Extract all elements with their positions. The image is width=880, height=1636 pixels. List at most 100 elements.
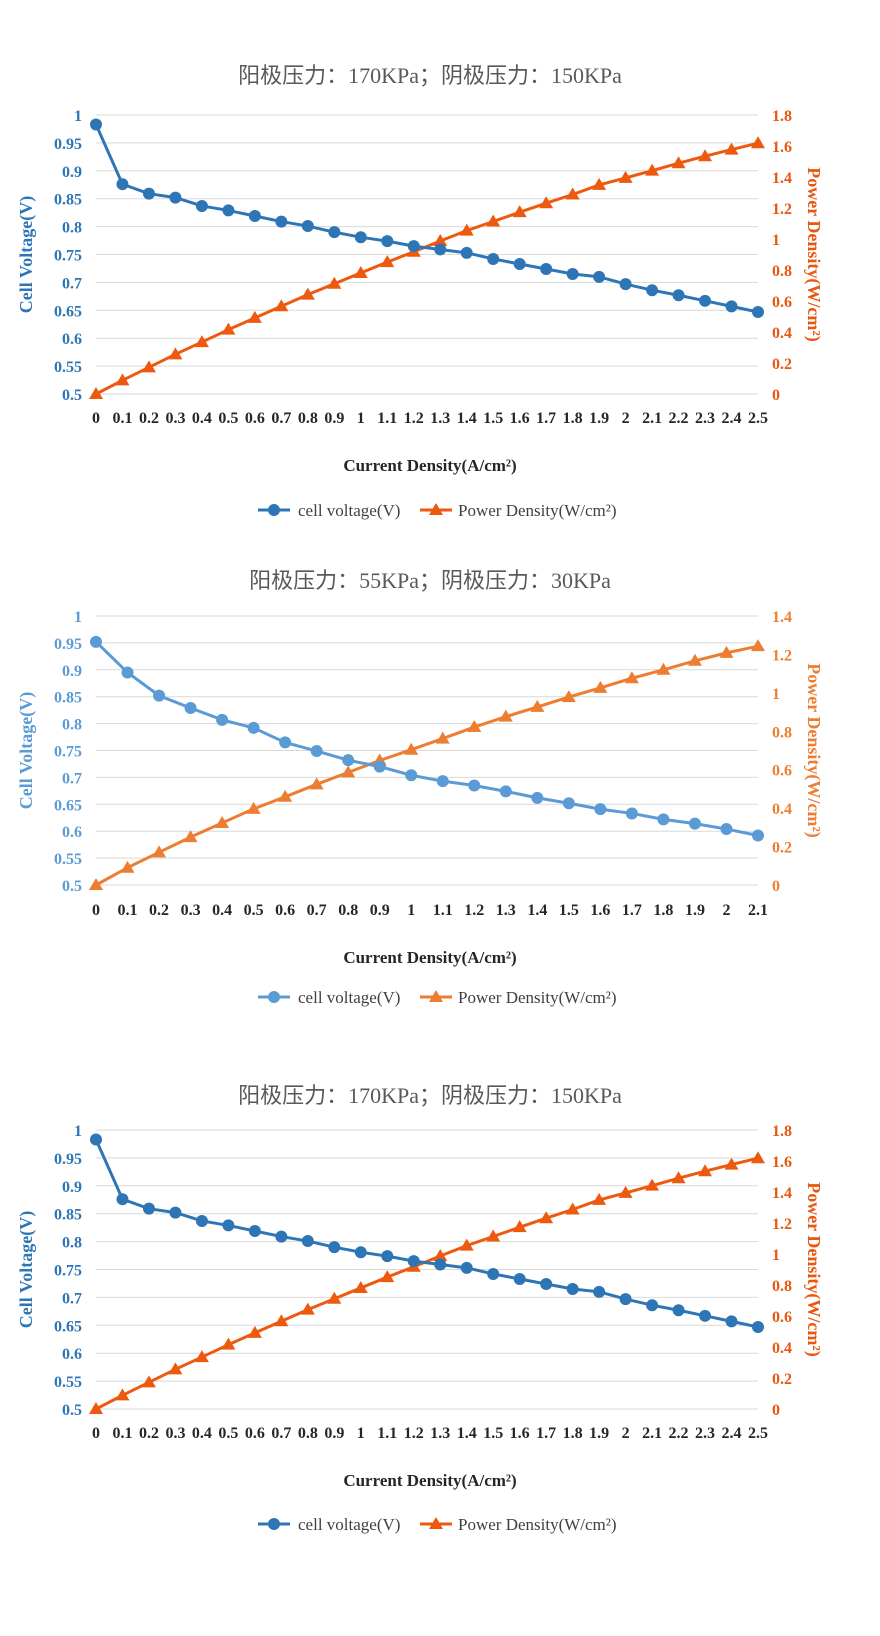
y-axis-label: Cell Voltage(V) bbox=[16, 196, 37, 313]
x-tick-label: 1.3 bbox=[430, 410, 450, 427]
power-density-point bbox=[300, 287, 315, 300]
y2-tick-label: 1.2 bbox=[772, 1216, 792, 1233]
power-density-point bbox=[565, 187, 580, 200]
x-tick-label: 1.4 bbox=[457, 1425, 477, 1442]
cell-voltage-point bbox=[153, 689, 166, 702]
cell-voltage-point bbox=[672, 1304, 685, 1317]
y2-tick-label: 1.2 bbox=[772, 647, 792, 664]
power-density-point bbox=[724, 142, 739, 155]
y-tick-label: 0.6 bbox=[62, 824, 82, 841]
x-tick-label: 0.6 bbox=[245, 1425, 265, 1442]
x-tick-label: 0.1 bbox=[112, 410, 132, 427]
y2-tick-label: 1.8 bbox=[772, 108, 792, 125]
x-axis-ticks: 0 0.1 0.2 0.3 0.4 0.5 0.6 0.7 0.8 0.9 1 1.1 1.2 1.3 1.… bbox=[92, 1425, 768, 1442]
x-tick-label: 0.9 bbox=[324, 1425, 344, 1442]
cell-voltage-point bbox=[594, 803, 607, 816]
x-tick-label: 0.5 bbox=[218, 1425, 238, 1442]
y2-tick-label: 1.2 bbox=[772, 201, 792, 218]
cell-voltage-point bbox=[373, 760, 386, 773]
chart-panel-3: 阳极压力：170KPa；阴极压力：150KPa 0.5 0.55 0.6 0.65 0.… bbox=[0, 1070, 880, 1636]
power-density-point bbox=[698, 149, 713, 162]
y-tick-label: 0.95 bbox=[54, 136, 82, 153]
cell-voltage-point bbox=[436, 775, 449, 788]
cell-voltage-point bbox=[248, 1224, 261, 1237]
y-tick-label: 0.7 bbox=[62, 770, 82, 787]
x-tick-label: 1.2 bbox=[404, 410, 424, 427]
power-density-point bbox=[120, 860, 135, 873]
y2-tick-label: 0.8 bbox=[772, 724, 792, 741]
chart-3-svg: 阳极压力：170KPa；阴极压力：150KPa 0.50.550.60.650.… bbox=[16, 1083, 824, 1534]
cell-voltage-point bbox=[90, 635, 102, 648]
cell-voltage-point bbox=[468, 779, 481, 792]
cell-voltage-point bbox=[540, 1278, 553, 1291]
legend: cell voltage(V) Power Density(W/cm²) bbox=[258, 988, 617, 1007]
x-tick-label: 1.7 bbox=[536, 410, 556, 427]
x-tick-label: 0.5 bbox=[244, 902, 264, 919]
power-density-point bbox=[404, 742, 419, 755]
chart-panel-1: 阳极压力：170KPa；阴极压力：150KPa 0.5 0.55 0.6 0.65 0.… bbox=[0, 0, 880, 545]
power-density-point bbox=[435, 731, 450, 744]
y-tick-label: 0.85 bbox=[54, 1207, 82, 1224]
x-axis-label: Current Density(A/cm²) bbox=[343, 948, 516, 967]
cell-voltage-point bbox=[301, 220, 314, 233]
legend-voltage-marker bbox=[268, 1518, 280, 1530]
power-density-point bbox=[433, 1249, 448, 1262]
power-density-point bbox=[168, 1362, 183, 1375]
power-density-point bbox=[592, 1192, 607, 1205]
power-density-point bbox=[274, 1314, 289, 1327]
right-axis-ticks: 0 0.2 0.4 0.6 0.8 1 1.2 1.4 1.6 1.8 bbox=[772, 1123, 792, 1419]
x-tick-label: 1.6 bbox=[510, 1425, 530, 1442]
cell-voltage-point bbox=[195, 199, 208, 212]
cell-voltage-point bbox=[619, 1293, 632, 1306]
y-tick-label: 0.5 bbox=[62, 878, 82, 895]
x-tick-label: 0 bbox=[92, 1425, 100, 1442]
x-tick-label: 0 bbox=[92, 902, 100, 919]
cell-voltage-point bbox=[248, 209, 261, 222]
x-tick-label: 0.9 bbox=[324, 410, 344, 427]
y-tick-label: 0.8 bbox=[62, 717, 82, 734]
power-density-point bbox=[247, 310, 262, 323]
power-density-point bbox=[183, 830, 198, 843]
chart-1-svg: 阳极压力：170KPa；阴极压力：150KPa 0.50.550.60.650.… bbox=[16, 63, 824, 520]
y2-tick-label: 0.6 bbox=[772, 1309, 792, 1326]
x-tick-label: 1.4 bbox=[527, 902, 547, 919]
legend-power-marker bbox=[429, 990, 443, 1002]
y2-tick-label: 0.4 bbox=[772, 1340, 792, 1357]
x-tick-label: 1.8 bbox=[563, 410, 583, 427]
power-density-point bbox=[561, 690, 576, 703]
x-axis-ticks: 0 0.1 0.2 0.3 0.4 0.5 0.6 0.7 0.8 0.9 1 1.1 1.2 1.3 1.… bbox=[92, 410, 768, 427]
y-axis-label: Cell Voltage(V) bbox=[16, 692, 37, 809]
power-density-point bbox=[380, 255, 395, 268]
legend-voltage-label: cell voltage(V) bbox=[298, 1515, 400, 1534]
power-density-point bbox=[433, 234, 448, 247]
left-axis-ticks: 0.5 0.55 0.6 0.65 0.7 0.75 0.8 0.85 0.9 0.95 1 bbox=[54, 609, 82, 895]
cell-voltage-point bbox=[342, 754, 355, 767]
cell-voltage-point bbox=[90, 1133, 102, 1146]
cell-voltage-point bbox=[222, 204, 235, 217]
y2-tick-label: 0.6 bbox=[772, 763, 792, 780]
x-tick-label: 0.8 bbox=[298, 1425, 318, 1442]
power-density-point bbox=[327, 276, 342, 289]
chart-2-svg: 阳极压力：55KPa；阴极压力：30KPa 0.50.550.60.650.70… bbox=[16, 568, 824, 1007]
power-density-point bbox=[380, 1270, 395, 1283]
power-density-point bbox=[687, 653, 702, 666]
y-tick-label: 0.9 bbox=[62, 1179, 82, 1196]
x-tick-label: 2 bbox=[622, 410, 630, 427]
x-tick-label: 1.3 bbox=[430, 1425, 450, 1442]
power-density-point bbox=[274, 299, 289, 312]
x-tick-label: 2.4 bbox=[722, 410, 742, 427]
power-density-point bbox=[671, 1171, 686, 1184]
cell-voltage-point bbox=[513, 257, 526, 270]
y-tick-label: 0.8 bbox=[62, 220, 82, 237]
cell-voltage-point bbox=[562, 797, 575, 810]
cell-voltage-point bbox=[625, 807, 638, 820]
cell-voltage-point bbox=[381, 235, 394, 248]
power-density-point bbox=[247, 1325, 262, 1338]
power-density-point bbox=[486, 214, 501, 227]
cell-voltage-line bbox=[94, 640, 759, 837]
x-tick-label: 1 bbox=[357, 410, 365, 427]
x-tick-label: 2.2 bbox=[669, 410, 689, 427]
x-tick-label: 1.2 bbox=[464, 902, 484, 919]
cell-voltage-point bbox=[566, 268, 579, 281]
y2-axis-label: Power Density(W/cm²) bbox=[803, 167, 824, 342]
